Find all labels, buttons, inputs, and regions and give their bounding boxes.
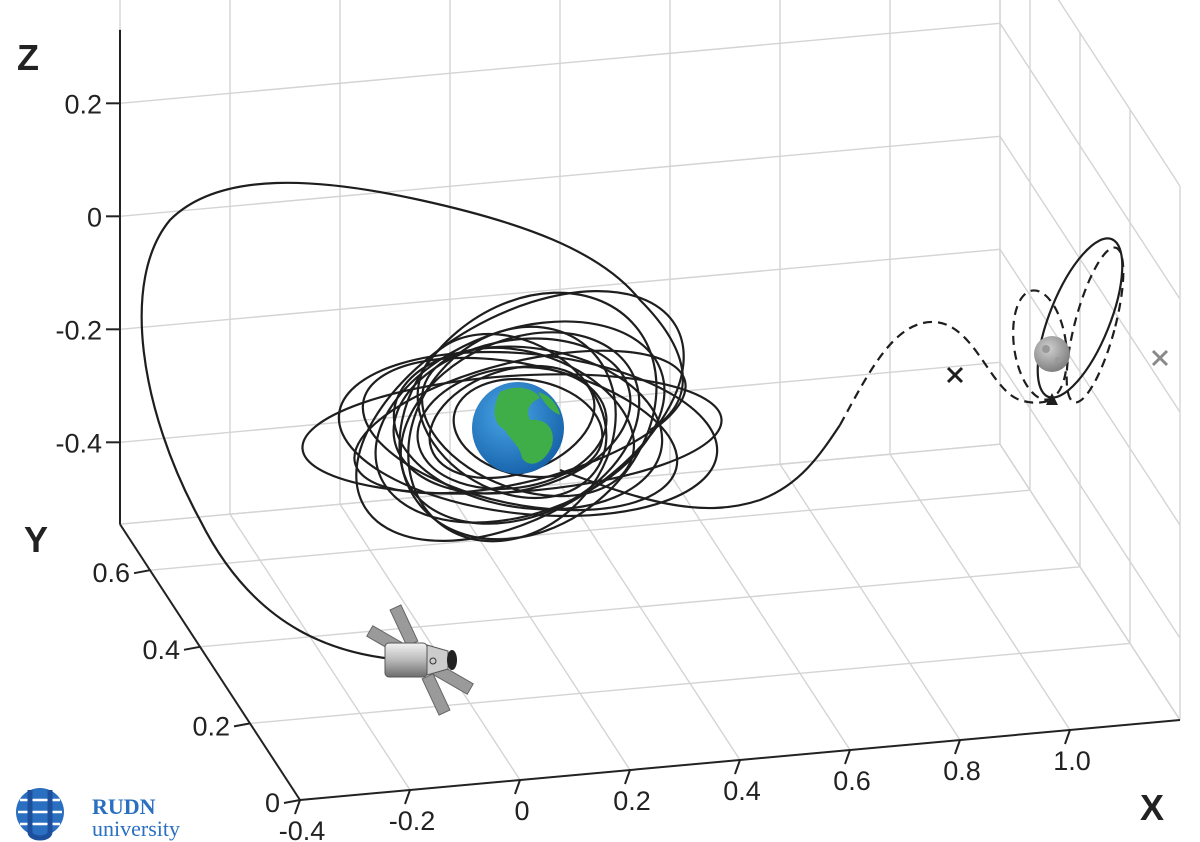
- x-axis-label: X: [1140, 787, 1164, 828]
- tick-mark: [625, 770, 630, 784]
- x-tick-label: -0.2: [389, 806, 436, 836]
- y-tick-label: 0.2: [192, 711, 230, 741]
- grid-line: [1000, 136, 1180, 412]
- earth: [472, 382, 564, 474]
- z-tick-label: 0.2: [64, 89, 102, 119]
- grid-line: [250, 643, 1130, 723]
- grid-line: [1000, 0, 1180, 186]
- logo-subtitle: university: [92, 816, 180, 841]
- grid-line: [1000, 362, 1180, 638]
- grid-line: [230, 514, 410, 790]
- tick-mark: [845, 750, 850, 764]
- x-tick-label: 0: [514, 796, 529, 826]
- grid-line: [780, 464, 960, 740]
- x-tick-label: 0.8: [943, 756, 981, 786]
- tick-mark: [405, 790, 410, 804]
- moon: [1034, 336, 1070, 372]
- y-tick-label: 0.6: [92, 558, 130, 588]
- grid-line: [1000, 444, 1180, 720]
- lagrange-point: [948, 368, 962, 382]
- tick-mark: [735, 760, 740, 774]
- grid-line: [1000, 23, 1180, 299]
- z-tick-label: -0.4: [55, 428, 102, 458]
- grid-line: [200, 567, 1080, 647]
- tick-mark: [1065, 730, 1070, 744]
- tick-mark: [284, 800, 300, 803]
- grid-line: [670, 474, 850, 750]
- x-tick-label: 0.2: [613, 786, 651, 816]
- tick-mark: [955, 740, 960, 754]
- spacecraft: [367, 605, 473, 715]
- grid-line: [560, 484, 740, 760]
- tick-mark: [295, 800, 300, 814]
- z-tick-label: 0: [87, 202, 102, 232]
- grid: [120, 0, 1180, 800]
- z-axis-label: Z: [17, 37, 39, 78]
- y-tick-label: 0.4: [142, 635, 180, 665]
- logo: RUDN university: [16, 788, 180, 841]
- grid-line: [340, 504, 520, 780]
- grid-line: [150, 490, 1030, 570]
- x-tick-label: 0.4: [723, 776, 761, 806]
- tick-mark: [134, 570, 150, 573]
- x-tick-label: 0.6: [833, 766, 871, 796]
- tick-mark: [515, 780, 520, 794]
- x-tick-label: 1.0: [1053, 746, 1091, 776]
- y-axis-label: Y: [24, 519, 48, 560]
- lagrange-point: [1153, 351, 1167, 365]
- grid-line: [890, 454, 1070, 730]
- z-tick-label: -0.2: [55, 315, 102, 345]
- grid-line: [450, 494, 630, 770]
- trajectory-plot: 0.20-0.2-0.40.60.40.20-0.4-0.200.20.40.6…: [0, 0, 1200, 842]
- tick-mark: [234, 723, 250, 726]
- y-tick-label: 0: [265, 788, 280, 818]
- x-tick-label: -0.4: [279, 816, 326, 842]
- tick-mark: [184, 647, 200, 650]
